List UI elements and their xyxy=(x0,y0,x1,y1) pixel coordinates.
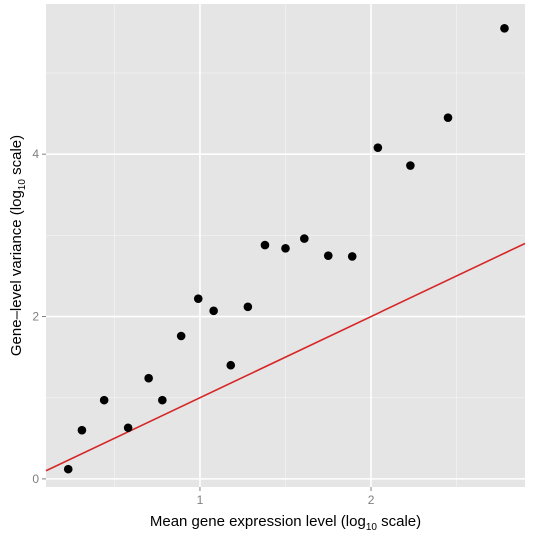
data-point xyxy=(226,360,236,370)
data-point xyxy=(443,113,453,122)
data-point xyxy=(300,234,309,243)
y-axis-title-subscript: 10 xyxy=(17,179,28,191)
data-point xyxy=(176,331,186,341)
data-point xyxy=(347,252,357,261)
data-point xyxy=(500,24,509,33)
data-point xyxy=(406,161,415,170)
x-tick-label: 1 xyxy=(197,493,204,507)
data-point xyxy=(193,294,203,303)
y-tick-label: 4 xyxy=(32,147,39,161)
data-point xyxy=(123,423,133,433)
data-point xyxy=(144,373,153,383)
x-axis-title: Mean gene expression level (log10 scale) xyxy=(150,513,421,533)
y-axis: 0 2 4 xyxy=(32,147,46,486)
y-axis-title: Gene–level variance (log10 scale) xyxy=(8,135,28,356)
data-point xyxy=(63,464,73,474)
data-point xyxy=(209,306,218,316)
data-point xyxy=(77,425,87,435)
data-point xyxy=(260,240,270,250)
x-axis-title-subscript: 10 xyxy=(366,522,378,533)
y-axis-title-main: Gene–level variance (log xyxy=(8,190,25,356)
data-point xyxy=(281,244,290,253)
data-point xyxy=(323,251,333,260)
data-point xyxy=(158,395,167,405)
y-axis-title-suffix: scale) xyxy=(8,135,25,179)
data-point xyxy=(243,302,253,312)
reference-line-group xyxy=(45,242,526,472)
data-points xyxy=(63,24,509,474)
y-tick-label: 0 xyxy=(32,472,39,486)
x-tick-label: 2 xyxy=(368,493,375,507)
data-point xyxy=(373,143,383,152)
x-axis-title-suffix: scale) xyxy=(377,513,421,530)
reference-line xyxy=(45,242,526,472)
x-axis-title-main: Mean gene expression level (log xyxy=(150,513,366,530)
data-point xyxy=(99,395,109,405)
y-tick-label: 2 xyxy=(32,310,39,324)
major-gridlines xyxy=(46,4,525,487)
